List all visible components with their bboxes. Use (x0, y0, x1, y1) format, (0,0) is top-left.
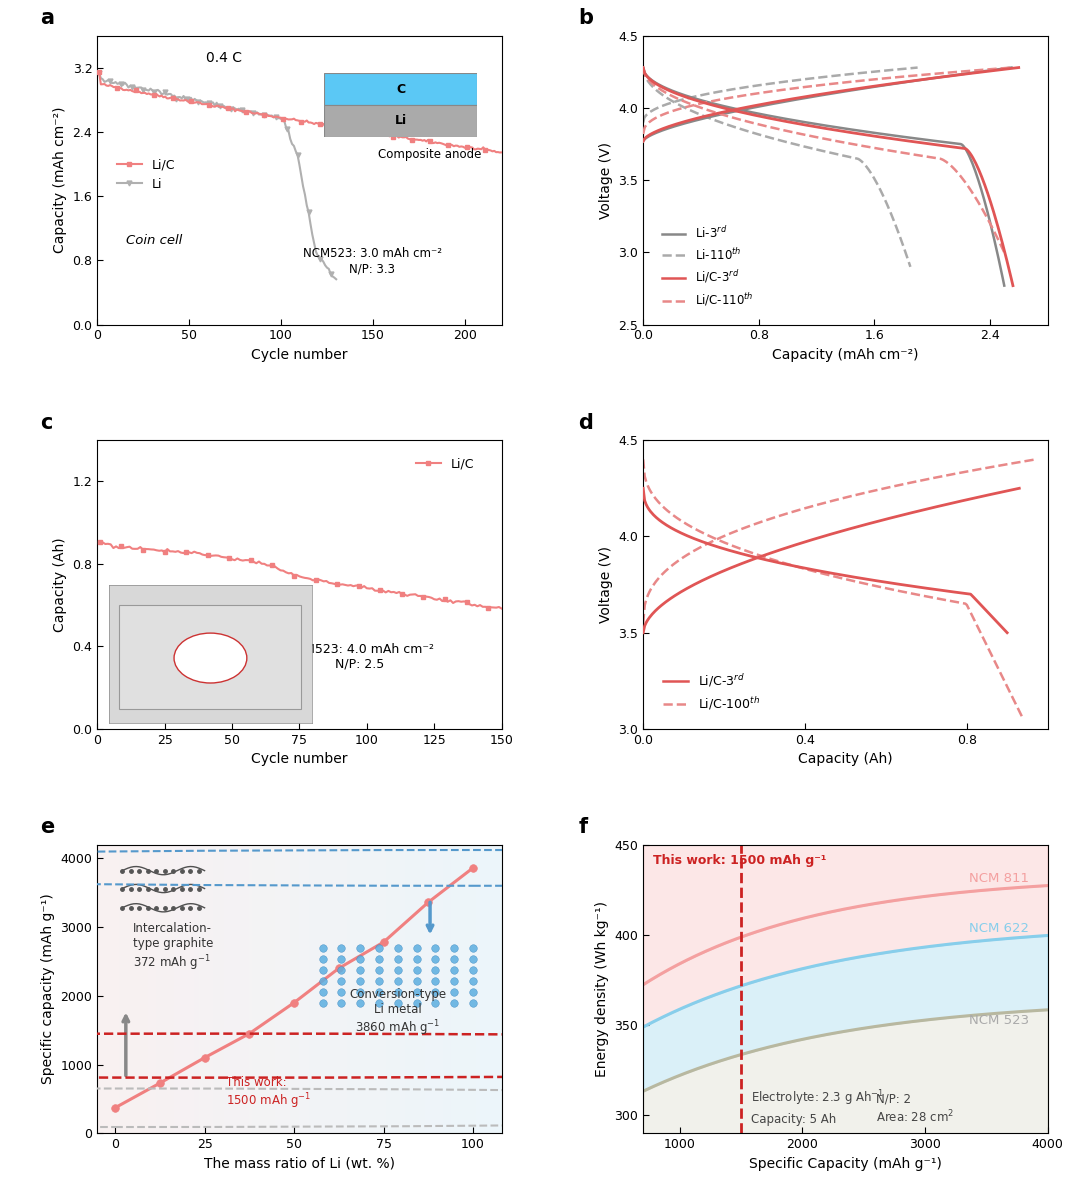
Text: a: a (41, 8, 55, 29)
Text: NCM 622: NCM 622 (969, 922, 1029, 935)
X-axis label: Cycle number: Cycle number (252, 753, 348, 766)
Y-axis label: Voltage (V): Voltage (V) (599, 546, 612, 623)
Text: e: e (41, 817, 55, 837)
Y-axis label: Capacity (mAh cm⁻²): Capacity (mAh cm⁻²) (53, 107, 67, 253)
Li (329, 272, 342, 286)
Text: NCM 811: NCM 811 (969, 872, 1029, 885)
Text: This work: 1500 mAh g⁻¹: This work: 1500 mAh g⁻¹ (653, 854, 826, 867)
Text: NCM 523: NCM 523 (969, 1014, 1029, 1027)
Text: d: d (579, 413, 593, 433)
Legend: Li-3$^{rd}$, Li-110$^{th}$, Li/C-3$^{rd}$, Li/C-110$^{th}$: Li-3$^{rd}$, Li-110$^{th}$, Li/C-3$^{rd}… (657, 221, 758, 313)
Text: Coin cell: Coin cell (125, 234, 181, 247)
Y-axis label: Specific capacity (mAh g⁻¹): Specific capacity (mAh g⁻¹) (41, 894, 55, 1084)
Li (221, 100, 234, 115)
Li (261, 109, 274, 123)
X-axis label: Cycle number: Cycle number (252, 348, 348, 361)
Text: NCM523: 4.0 mAh cm⁻²
N/P: 2.5: NCM523: 4.0 mAh cm⁻² N/P: 2.5 (286, 643, 434, 670)
Legend: Li/C-3$^{rd}$, Li/C-100$^{th}$: Li/C-3$^{rd}$, Li/C-100$^{th}$ (658, 667, 765, 717)
Li/C (303, 571, 316, 586)
Y-axis label: Energy density (Wh kg⁻¹): Energy density (Wh kg⁻¹) (595, 901, 609, 1077)
X-axis label: Specific Capacity (mAh g⁻¹): Specific Capacity (mAh g⁻¹) (748, 1157, 942, 1170)
Li/C (253, 555, 266, 569)
Text: This work:
1500 mAh g$^{-1}$: This work: 1500 mAh g$^{-1}$ (226, 1076, 311, 1111)
Li/C (93, 534, 106, 549)
Text: Conversion-type
Li metal
3860 mAh g$^{-1}$: Conversion-type Li metal 3860 mAh g$^{-1… (349, 988, 446, 1038)
Li/C (226, 552, 239, 567)
Text: Electrolyte: 2.3 g Ah$^{-1}$: Electrolyte: 2.3 g Ah$^{-1}$ (751, 1089, 885, 1108)
Y-axis label: Voltage (V): Voltage (V) (599, 142, 612, 218)
Li (300, 198, 313, 212)
Li/C (93, 64, 106, 79)
X-axis label: Capacity (Ah): Capacity (Ah) (798, 753, 893, 766)
Li/C (446, 138, 459, 153)
Li/C (426, 591, 438, 605)
Li (104, 74, 117, 88)
Li/C (453, 140, 465, 154)
Text: Capacity: 5 Ah: Capacity: 5 Ah (751, 1113, 836, 1125)
Li/C (308, 117, 321, 131)
Li (293, 157, 306, 172)
Li (93, 66, 106, 80)
Li/C (203, 98, 216, 112)
Li/C (211, 99, 224, 113)
Line: Li/C: Li/C (98, 540, 503, 611)
Li/C (495, 146, 508, 160)
Li/C (433, 136, 446, 150)
Li (310, 245, 323, 259)
Line: Li/C: Li/C (97, 70, 503, 154)
Text: f: f (579, 817, 588, 837)
Text: Intercalation-
type graphite
372 mAh g$^{-1}$: Intercalation- type graphite 372 mAh g$^… (133, 922, 214, 972)
Li/C (495, 601, 508, 616)
X-axis label: Capacity (mAh cm⁻²): Capacity (mAh cm⁻²) (772, 348, 919, 361)
Li/C (372, 583, 384, 598)
Text: b: b (579, 8, 594, 29)
Li/C (494, 146, 507, 160)
Li/C (320, 574, 333, 588)
Text: c: c (41, 413, 53, 433)
Y-axis label: Capacity (Ah): Capacity (Ah) (53, 537, 67, 632)
Text: 0.4 C: 0.4 C (206, 51, 242, 64)
Line: Li: Li (96, 70, 339, 282)
Legend: Li/C: Li/C (410, 452, 480, 475)
Text: Composite anode: Composite anode (378, 148, 482, 161)
Text: NCM523: 3.0 mAh cm⁻²
N/P: 3.3: NCM523: 3.0 mAh cm⁻² N/P: 3.3 (302, 247, 442, 276)
Text: Area: 28 cm$^2$: Area: 28 cm$^2$ (876, 1109, 954, 1125)
Text: N/P: 2: N/P: 2 (876, 1093, 912, 1106)
X-axis label: The mass ratio of Li (wt. %): The mass ratio of Li (wt. %) (204, 1157, 395, 1170)
Legend: Li/C, Li: Li/C, Li (111, 154, 180, 196)
